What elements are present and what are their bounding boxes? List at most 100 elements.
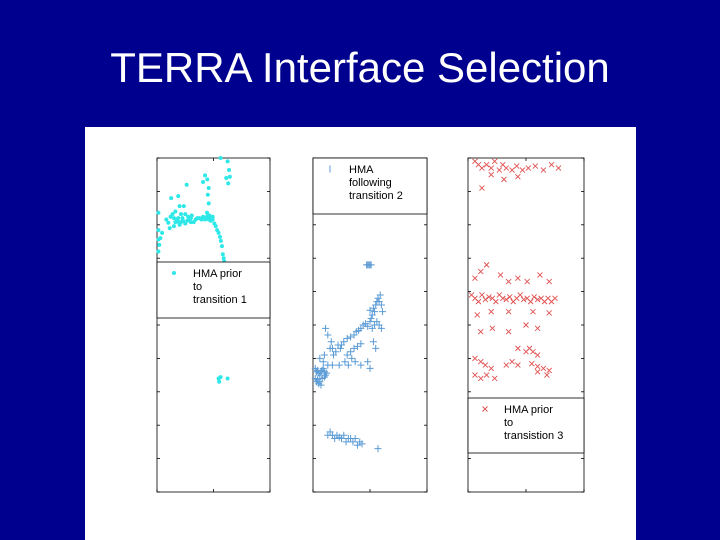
data-point bbox=[377, 324, 385, 332]
data-point bbox=[501, 176, 507, 183]
data-point bbox=[203, 173, 208, 178]
data-point bbox=[184, 182, 189, 187]
data-point bbox=[488, 171, 495, 178]
data-point bbox=[374, 445, 382, 453]
data-point bbox=[366, 364, 374, 372]
data-point bbox=[206, 201, 211, 206]
data-point bbox=[503, 296, 510, 303]
data-point bbox=[555, 165, 562, 171]
series-points-3 bbox=[468, 158, 562, 382]
data-point bbox=[519, 167, 526, 173]
data-point bbox=[488, 365, 495, 372]
data-point bbox=[534, 352, 541, 358]
data-point bbox=[472, 372, 478, 378]
data-point bbox=[477, 328, 484, 335]
series-points-2 bbox=[311, 261, 387, 453]
legend-box bbox=[312, 157, 428, 215]
data-point bbox=[328, 361, 336, 369]
data-point bbox=[537, 272, 543, 278]
data-point bbox=[552, 295, 558, 302]
data-point bbox=[217, 379, 222, 384]
data-point bbox=[483, 262, 490, 268]
data-point bbox=[358, 440, 366, 448]
data-point bbox=[366, 318, 374, 326]
data-point bbox=[340, 431, 348, 439]
data-point bbox=[472, 355, 478, 362]
data-point bbox=[477, 358, 484, 365]
data-point bbox=[371, 308, 379, 316]
data-point bbox=[157, 242, 162, 247]
data-point bbox=[332, 348, 340, 356]
data-point bbox=[475, 298, 482, 305]
legend-marker bbox=[172, 271, 176, 275]
data-point bbox=[156, 249, 161, 254]
data-point bbox=[369, 338, 377, 346]
data-point bbox=[525, 165, 532, 171]
data-point bbox=[532, 163, 539, 169]
data-point bbox=[540, 167, 547, 173]
data-point bbox=[216, 230, 221, 235]
data-point bbox=[351, 358, 359, 366]
data-point bbox=[513, 163, 520, 169]
data-point bbox=[176, 194, 181, 199]
data-point bbox=[171, 224, 176, 229]
data-point bbox=[224, 176, 229, 181]
data-point bbox=[179, 212, 184, 217]
axes-box-1 bbox=[156, 157, 271, 493]
data-point bbox=[372, 344, 380, 352]
data-point bbox=[183, 212, 188, 217]
data-point bbox=[479, 292, 485, 298]
data-point bbox=[496, 167, 503, 173]
data-point bbox=[218, 156, 223, 160]
data-point bbox=[160, 230, 165, 235]
data-point bbox=[201, 180, 206, 185]
data-point bbox=[489, 325, 496, 332]
data-point bbox=[477, 375, 484, 382]
data-point bbox=[505, 278, 512, 285]
data-point bbox=[544, 372, 550, 378]
data-point bbox=[546, 367, 553, 374]
data-point bbox=[227, 168, 232, 173]
data-point bbox=[491, 158, 498, 165]
data-point bbox=[177, 204, 182, 209]
data-point bbox=[509, 167, 515, 173]
legend-box bbox=[156, 261, 271, 319]
data-point bbox=[474, 312, 481, 318]
data-point bbox=[523, 322, 529, 328]
data-point bbox=[351, 435, 359, 443]
data-point bbox=[376, 291, 384, 299]
series-points-1 bbox=[156, 156, 232, 384]
data-point bbox=[548, 161, 555, 168]
data-point bbox=[324, 331, 332, 339]
data-point bbox=[524, 278, 530, 285]
data-point bbox=[491, 375, 498, 382]
data-point bbox=[205, 210, 210, 215]
data-point bbox=[173, 209, 178, 214]
data-point bbox=[483, 161, 490, 168]
data-point bbox=[546, 310, 553, 316]
data-point bbox=[364, 322, 372, 330]
data-point bbox=[534, 368, 541, 375]
data-point bbox=[210, 214, 215, 219]
legend-label: HMA prior to transistion 3 bbox=[504, 404, 563, 442]
data-point bbox=[322, 324, 330, 332]
data-point bbox=[482, 296, 489, 303]
data-point bbox=[477, 268, 484, 275]
data-point bbox=[515, 345, 521, 352]
data-point bbox=[483, 372, 490, 378]
data-point bbox=[493, 298, 499, 305]
data-point bbox=[167, 226, 172, 231]
data-point bbox=[364, 358, 372, 366]
data-point bbox=[530, 348, 536, 355]
data-point bbox=[534, 325, 541, 332]
data-point bbox=[326, 344, 334, 352]
data-point bbox=[327, 338, 335, 346]
data-point bbox=[343, 351, 351, 359]
data-point bbox=[319, 358, 327, 366]
legend-label: HMA prior to transition 1 bbox=[193, 268, 247, 306]
data-point bbox=[540, 365, 547, 372]
data-point bbox=[509, 358, 515, 365]
data-point bbox=[320, 373, 328, 381]
data-point bbox=[531, 294, 537, 300]
data-point bbox=[156, 228, 161, 233]
